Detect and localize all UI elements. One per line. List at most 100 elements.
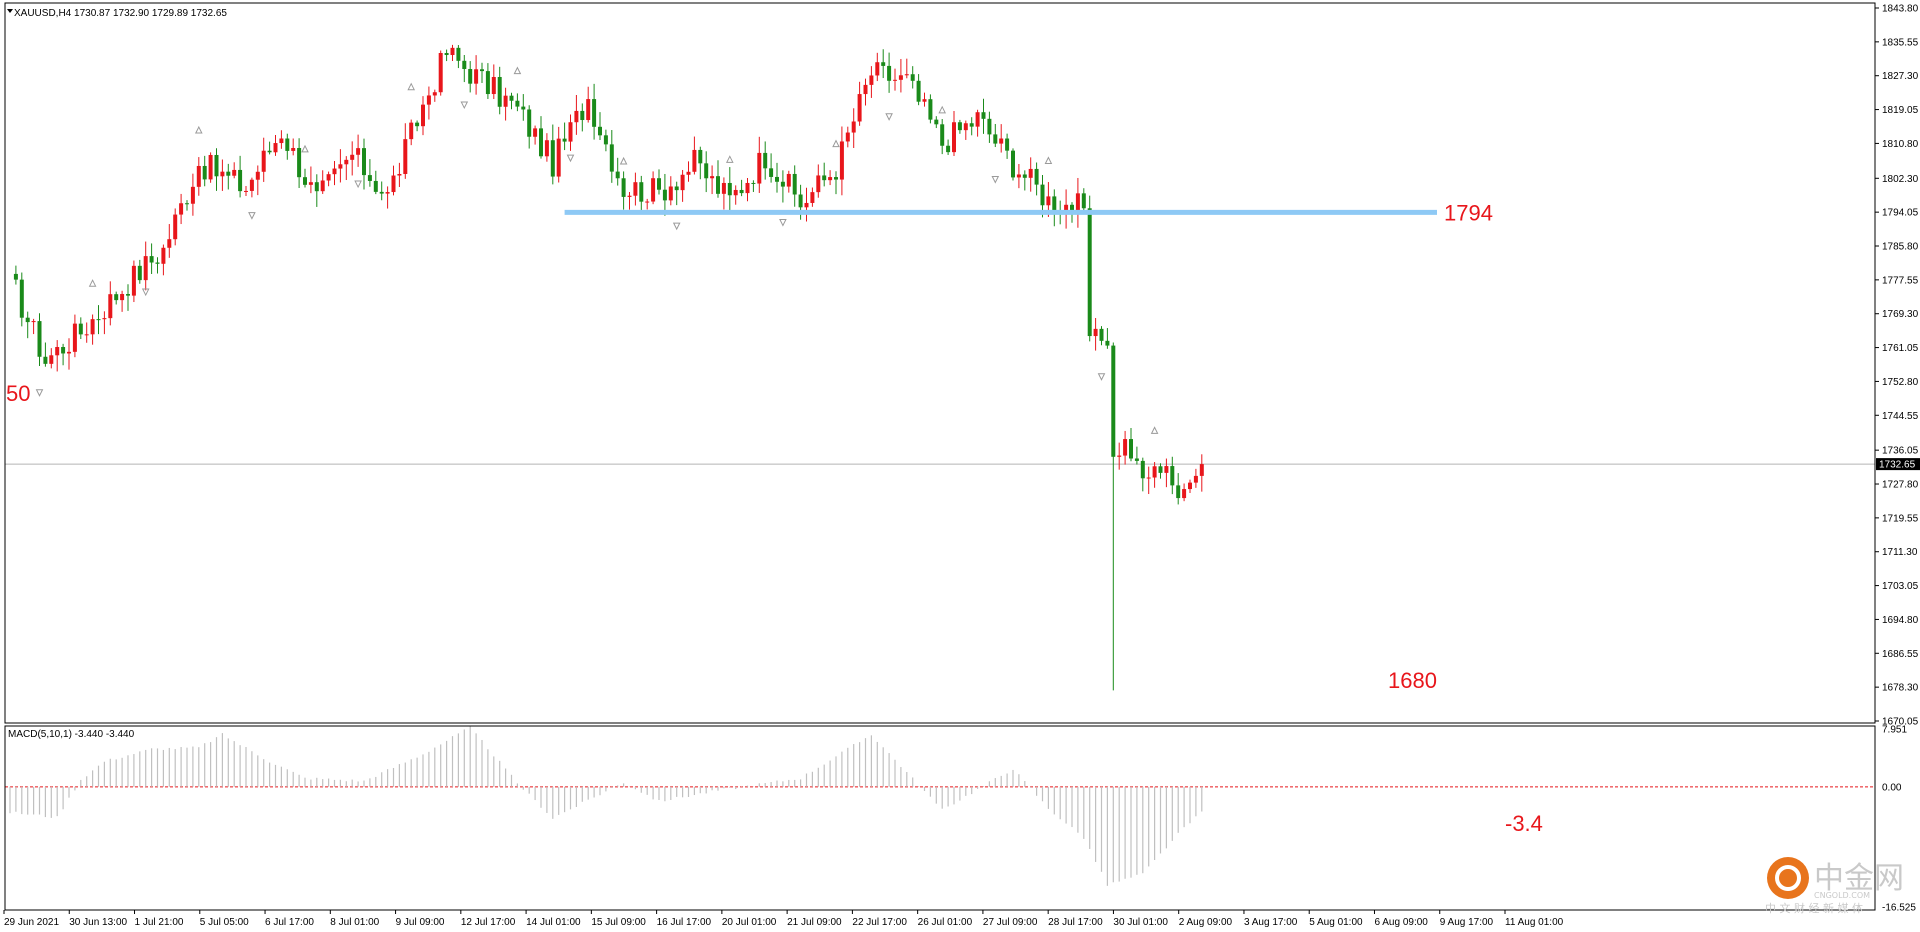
candle-body [893, 79, 897, 81]
candle-body [143, 256, 148, 281]
candle-body [1170, 466, 1175, 486]
candle-body [710, 176, 715, 179]
candle-body [1034, 168, 1039, 185]
fractal-up-marker [513, 66, 522, 75]
candle-body [1005, 138, 1010, 151]
candle-body [273, 143, 278, 153]
time-tick-label: 22 Jul 17:00 [852, 917, 907, 927]
candle-body [1129, 439, 1133, 459]
price-tick-label: 1686.55 [1882, 649, 1919, 660]
candle-body [598, 126, 602, 136]
candle-body [1164, 466, 1169, 473]
candle-body [72, 323, 77, 352]
candle-body [574, 110, 579, 123]
candle-body [727, 182, 732, 196]
candle-body [196, 165, 201, 187]
time-tick-label: 11 Aug 01:00 [1505, 917, 1564, 927]
candle-body [657, 178, 661, 190]
candle-body [179, 203, 184, 215]
candle-body [910, 74, 915, 81]
candle-body [792, 173, 797, 195]
price-tick-label: 1769.30 [1882, 309, 1919, 320]
candle-body [662, 189, 667, 201]
fractal-down-marker [248, 212, 256, 220]
candle-body [1188, 482, 1192, 490]
time-tick-label: 30 Jul 01:00 [1113, 917, 1168, 927]
candle-body [161, 247, 166, 264]
candle-body [491, 76, 496, 95]
candle-body [1022, 174, 1027, 178]
candle-body [952, 122, 956, 153]
price-annotation-2: 50 [6, 381, 30, 406]
time-tick-label: 14 Jul 01:00 [526, 917, 581, 927]
price-tick-label: 1670.05 [1882, 717, 1919, 728]
candle-body [1146, 477, 1151, 479]
candle-body [350, 154, 355, 160]
candle-body [432, 92, 437, 96]
fractal-down-marker [141, 288, 150, 297]
candle-body [633, 182, 638, 196]
candle-body [1087, 208, 1092, 337]
candle-body [126, 294, 130, 296]
candle-body [61, 347, 66, 354]
candle-body [798, 194, 803, 208]
fractal-up-marker [88, 279, 97, 287]
candle-body [320, 180, 325, 192]
candle-body [244, 190, 248, 192]
price-annotation-0: 1794 [1444, 200, 1493, 225]
fractal-up-marker [407, 82, 416, 91]
candle-body [763, 152, 768, 169]
time-tick-label: 5 Jul 05:00 [200, 917, 249, 927]
candle-body [1093, 328, 1098, 337]
fractal-up-marker [1150, 426, 1159, 434]
candle-body [603, 135, 608, 145]
macd-header: MACD(5,10,1) -3.440 -3.440 [8, 729, 135, 740]
candle-body [303, 177, 307, 185]
candle-body [173, 214, 178, 240]
candle-body [916, 80, 921, 102]
current-price-box [1876, 458, 1920, 471]
macd-tick-label: -16.525 [1882, 903, 1916, 914]
price-tick-label: 1761.05 [1882, 343, 1919, 354]
fractal-up-marker [832, 139, 840, 148]
candle-body [403, 139, 408, 174]
candle-body [474, 69, 479, 84]
candle-body [314, 182, 319, 192]
macd-tick-label: 7.951 [1882, 725, 1907, 736]
candle-body [13, 273, 18, 280]
watermark-logo-icon-ring [1775, 865, 1801, 891]
fractal-up-marker [725, 155, 734, 163]
candle-body [255, 171, 260, 180]
candle-body [869, 75, 874, 85]
candle-body [291, 147, 296, 151]
candle-body [592, 99, 597, 127]
candle-body [780, 181, 785, 187]
candle-body [1111, 345, 1116, 457]
candle-body [875, 62, 880, 76]
candle-body [238, 169, 243, 192]
fractal-down-marker [460, 101, 469, 110]
fractal-down-marker [566, 154, 575, 163]
time-tick-label: 29 Jun 2021 [4, 917, 59, 927]
candle-body [816, 175, 821, 193]
candle-body [521, 106, 526, 110]
candle-body [426, 95, 431, 105]
candle-body [391, 175, 396, 193]
candle-body [1123, 439, 1128, 456]
candle-body [668, 186, 673, 201]
candle-body [1182, 489, 1187, 499]
candle-body [485, 71, 490, 95]
candle-body [84, 334, 89, 336]
time-tick-label: 30 Jun 13:00 [69, 917, 127, 927]
candle-body [49, 355, 54, 364]
candle-body [999, 138, 1004, 144]
candle-body [421, 104, 425, 127]
candle-body [745, 182, 750, 194]
candle-body [704, 163, 709, 179]
watermark-domain: CNGOLD.COM [1814, 891, 1870, 900]
candle-body [1134, 458, 1139, 461]
time-tick-label: 21 Jul 09:00 [787, 917, 842, 927]
candle-body [356, 148, 361, 155]
candle-body [108, 294, 113, 319]
